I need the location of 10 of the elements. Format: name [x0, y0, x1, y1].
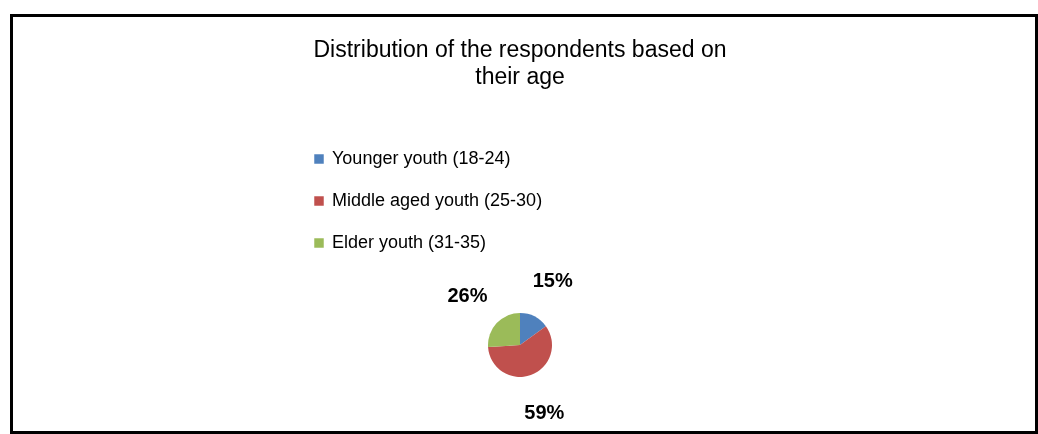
- legend-label: Elder youth (31-35): [332, 232, 487, 252]
- pie-slice: [488, 326, 552, 377]
- data-label: 26%: [447, 283, 488, 306]
- legend-label: Younger youth (18-24): [332, 148, 511, 168]
- pie-slice: [520, 313, 546, 345]
- pie-slice: [488, 313, 520, 348]
- chart-title: Distribution of the respondents based on their age: [313, 36, 727, 89]
- data-label: 59%: [524, 400, 565, 423]
- data-label: 15%: [532, 268, 573, 291]
- legend-label: Middle aged youth (25-30): [332, 190, 543, 210]
